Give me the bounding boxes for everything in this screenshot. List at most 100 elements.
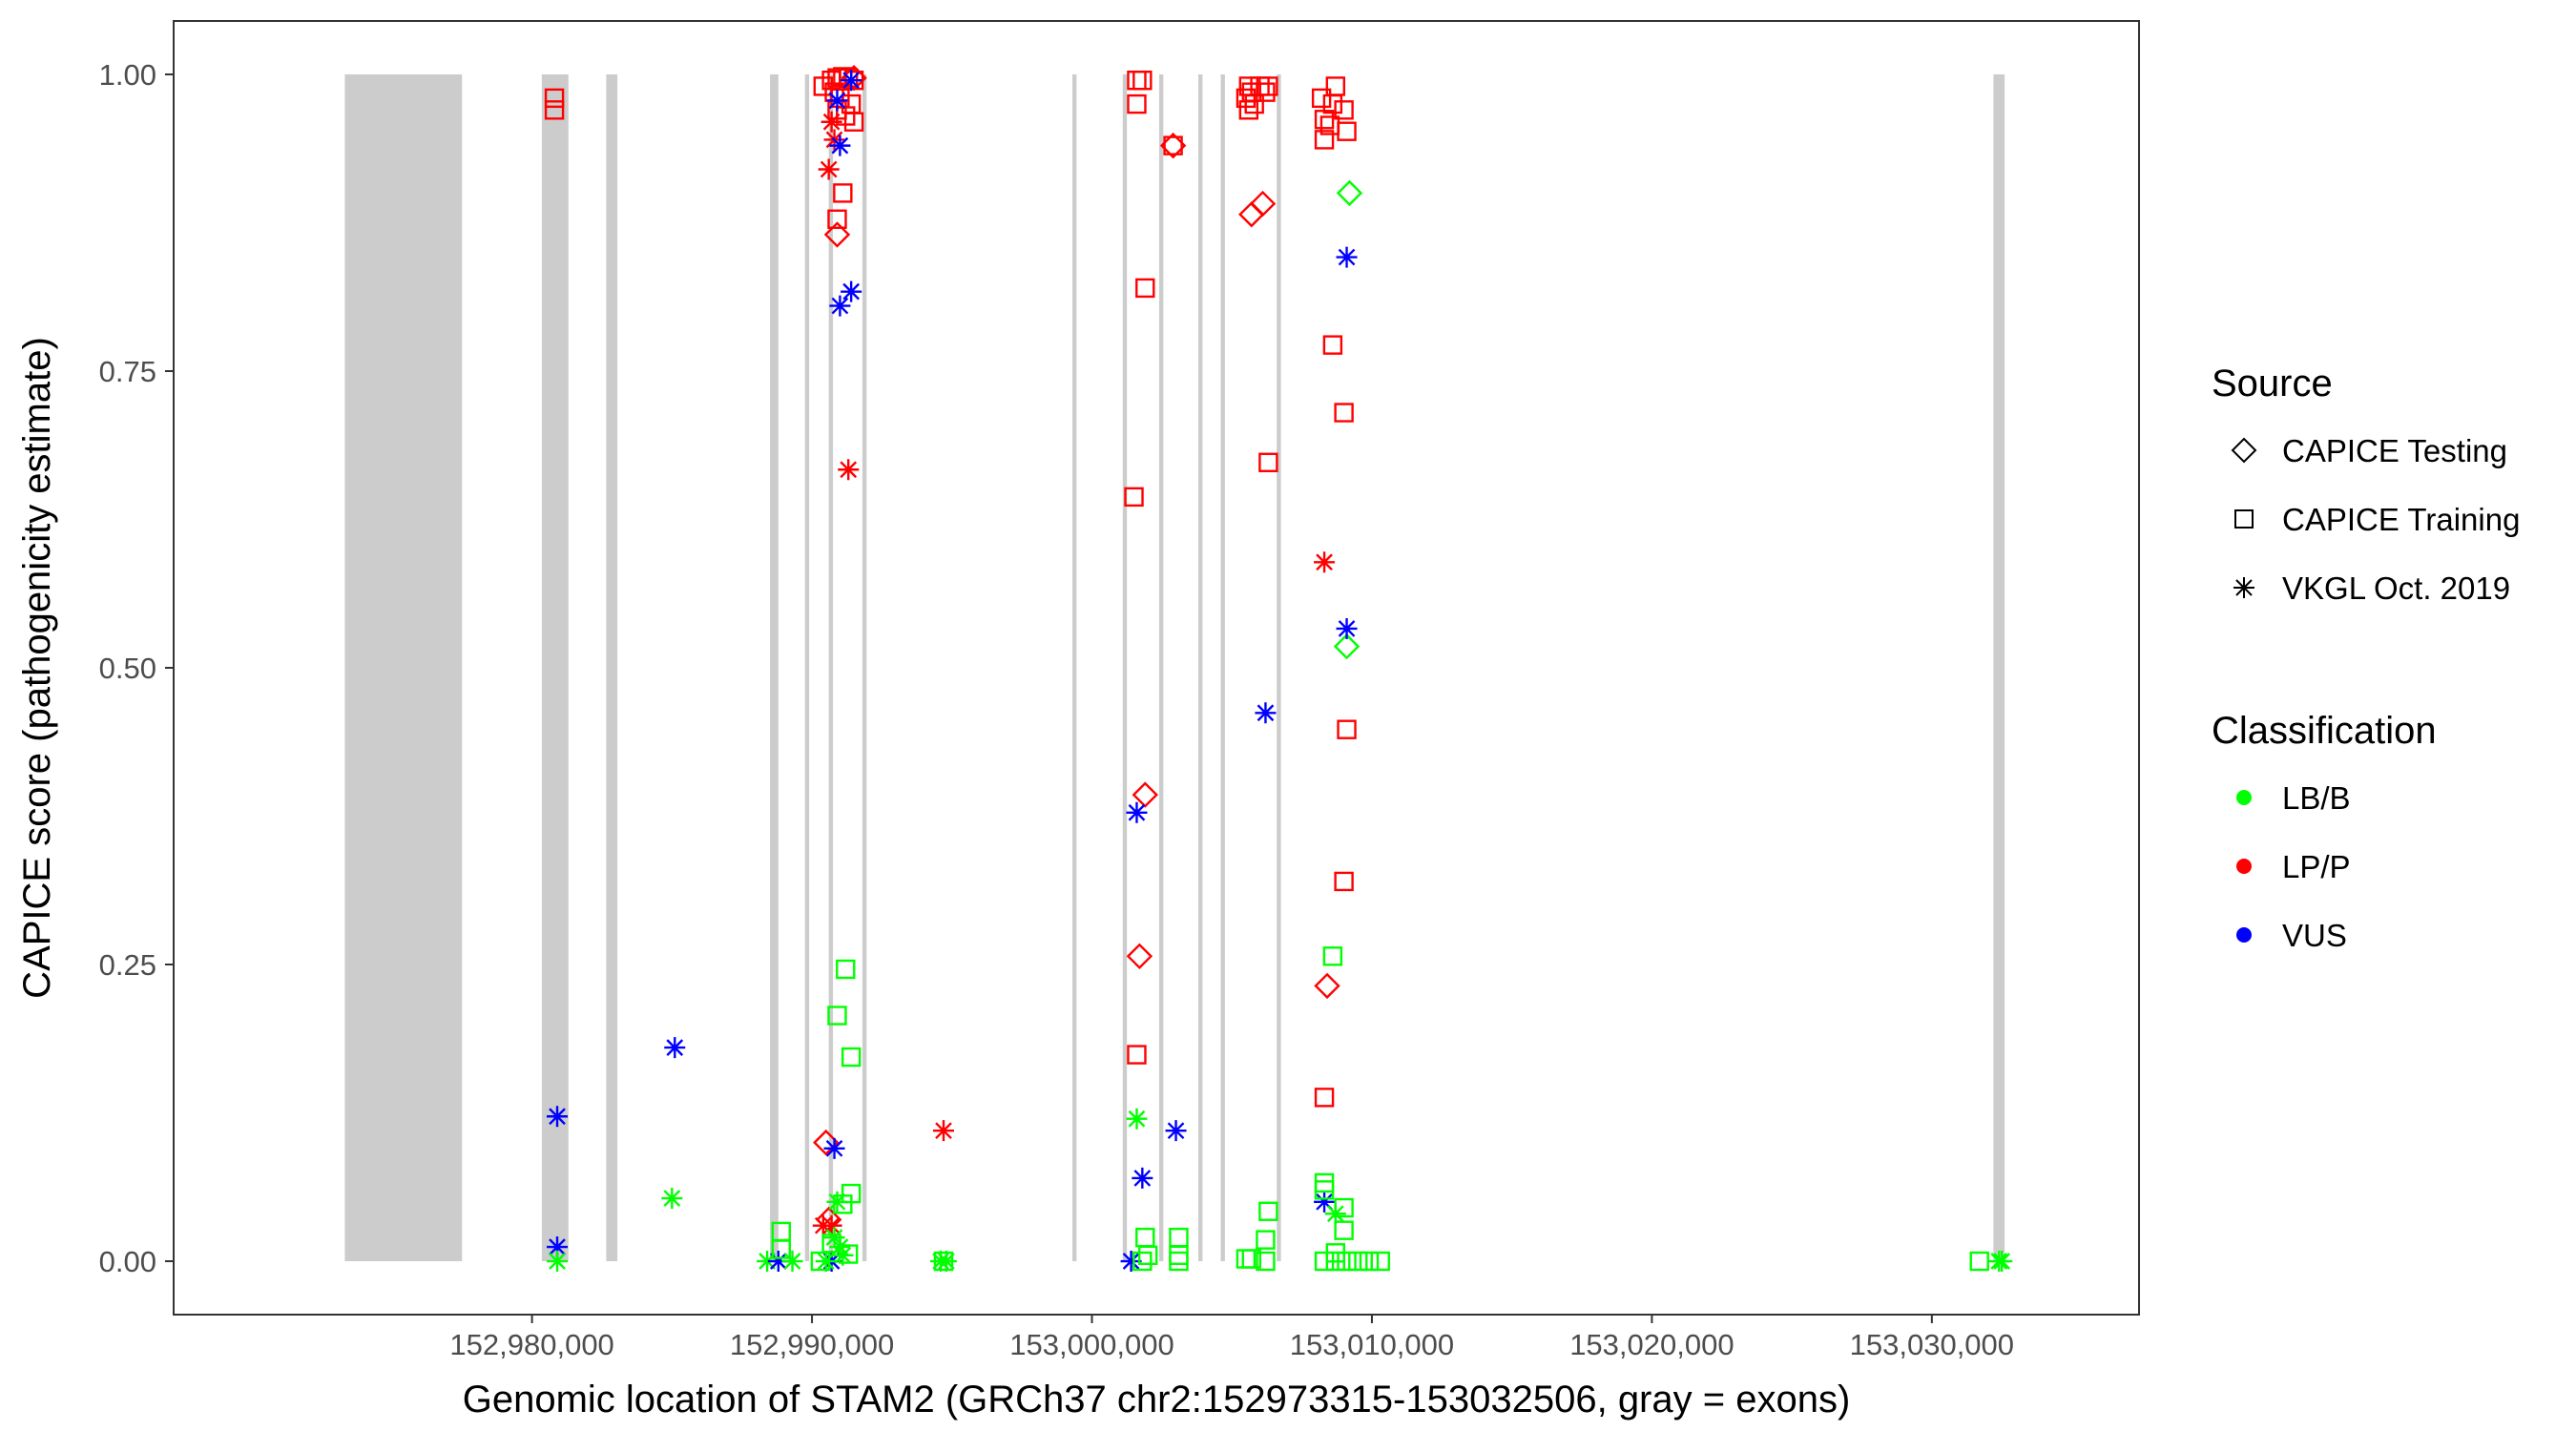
data-point <box>1324 1203 1346 1225</box>
data-point <box>771 1239 791 1259</box>
exon-band-7 <box>862 73 867 1262</box>
data-point <box>1359 1251 1380 1272</box>
data-point <box>1322 335 1343 355</box>
data-point <box>1336 617 1358 639</box>
data-point <box>664 1037 686 1059</box>
legend-key-asterisk <box>2233 577 2254 598</box>
data-point <box>1126 801 1148 823</box>
data-point <box>815 1251 837 1273</box>
data-point <box>757 1251 779 1273</box>
y-tick-label: 0.50 <box>99 652 156 685</box>
data-point <box>1256 82 1276 102</box>
data-point <box>1334 100 1354 120</box>
data-point <box>826 1191 848 1213</box>
data-point <box>827 209 847 229</box>
data-point <box>1127 93 1147 114</box>
data-point <box>1169 1245 1189 1265</box>
exon-band-10 <box>1158 73 1164 1262</box>
data-point <box>1348 1251 1368 1272</box>
data-point <box>1370 1251 1390 1272</box>
data-point <box>1991 1251 2013 1273</box>
legend-source-label: CAPICE Training <box>2282 502 2520 537</box>
legend: Source CAPICE Testing CAPICE Training VKGL … <box>2212 363 2520 953</box>
legend-classification-label: VUS <box>2282 918 2347 953</box>
data-point <box>1163 135 1183 156</box>
y-axis: 0.00 0.25 0.50 0.75 1.00 <box>99 58 174 1278</box>
y-axis-title: CAPICE score (pathogenicity estimate) <box>16 337 58 999</box>
exon-band-12 <box>1220 73 1225 1262</box>
data-point <box>544 100 565 120</box>
data-point <box>1314 1172 1335 1193</box>
data-point <box>1132 1167 1153 1189</box>
data-point <box>1325 1251 1346 1272</box>
plot-panel-border <box>173 20 2140 1316</box>
data-point <box>823 1227 845 1249</box>
data-point <box>1256 1251 1276 1272</box>
legend-key-square <box>2234 509 2254 529</box>
data-point <box>832 1244 854 1266</box>
data-point <box>841 1047 862 1068</box>
data-point <box>1244 93 1264 114</box>
legend-classification-title: Classification <box>2212 710 2437 752</box>
data-point <box>661 1188 683 1210</box>
y-tick-label: 1.00 <box>99 58 156 92</box>
data-point <box>1336 179 1363 207</box>
data-point <box>1314 1088 1335 1108</box>
data-point <box>932 1120 954 1142</box>
data-point <box>1132 781 1158 808</box>
data-point <box>1127 71 1147 91</box>
data-point <box>1126 1108 1148 1130</box>
x-axis: 152,980,000 152,990,000 153,000,000 153,010… <box>449 1315 2014 1361</box>
legend-classification-label: LB/B <box>2282 780 2351 816</box>
exon-band-4 <box>770 73 779 1262</box>
data-point <box>933 1251 954 1272</box>
x-tick-label: 152,990,000 <box>730 1328 894 1361</box>
data-point <box>1127 1045 1147 1065</box>
data-point <box>1258 452 1278 472</box>
exon-band-11 <box>1198 73 1203 1262</box>
data-point <box>1314 1191 1336 1213</box>
x-tick-label: 153,010,000 <box>1290 1328 1454 1361</box>
legend-key-dot <box>2236 790 2252 805</box>
data-points <box>544 65 2013 1273</box>
x-axis-title: Genomic location of STAM2 (GRCh37 chr2:1… <box>463 1379 1851 1421</box>
data-point <box>1314 1180 1335 1200</box>
legend-key-dot <box>2236 927 2252 943</box>
data-point <box>1124 487 1144 508</box>
data-point <box>1322 946 1343 966</box>
data-point <box>1255 702 1277 724</box>
data-point <box>827 1006 847 1026</box>
data-point <box>1169 1227 1189 1248</box>
exon-band-3 <box>606 73 618 1262</box>
x-tick-label: 153,000,000 <box>1009 1328 1174 1361</box>
x-tick-label: 153,030,000 <box>1850 1328 2014 1361</box>
data-point <box>826 90 848 112</box>
y-tick-label: 0.75 <box>99 355 156 388</box>
data-point <box>1132 71 1153 91</box>
data-point <box>547 1236 569 1258</box>
x-tick-label: 153,020,000 <box>1569 1328 1734 1361</box>
data-point <box>544 88 565 109</box>
data-point <box>836 959 856 980</box>
legend-source-label: VKGL Oct. 2019 <box>2282 570 2510 606</box>
exon-band-5 <box>804 73 810 1262</box>
exon-band-2 <box>541 73 569 1262</box>
data-point <box>1120 1251 1142 1273</box>
data-point <box>1334 871 1354 892</box>
data-point <box>841 280 862 302</box>
data-point <box>1314 972 1340 1000</box>
data-point <box>829 135 851 156</box>
exon-band-1 <box>344 73 463 1262</box>
data-point <box>1132 1251 1153 1272</box>
data-point <box>1238 100 1259 120</box>
data-point <box>1159 132 1187 159</box>
exon-band-13 <box>1277 73 1281 1262</box>
legend-key-dot <box>2236 859 2252 874</box>
data-point <box>823 221 851 248</box>
y-tick-label: 0.25 <box>99 948 156 982</box>
data-point <box>547 1106 569 1128</box>
data-point <box>1236 1249 1257 1269</box>
data-point <box>818 158 840 180</box>
data-point <box>781 1251 803 1273</box>
